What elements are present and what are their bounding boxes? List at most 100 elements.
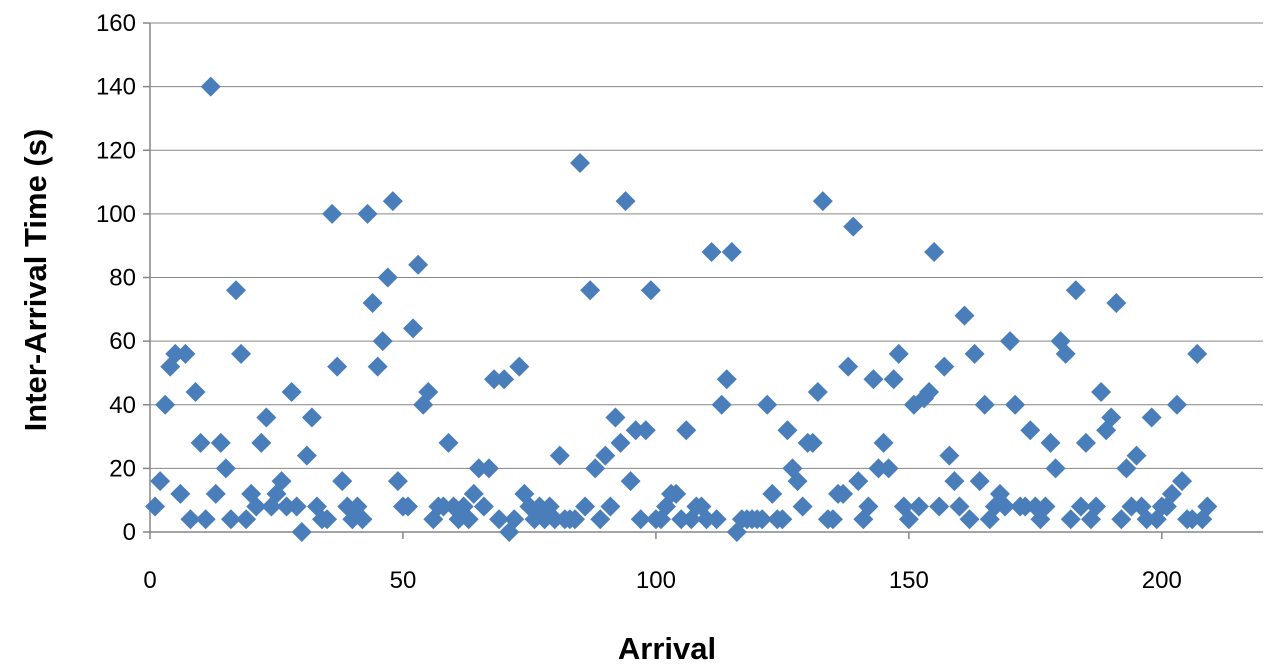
data-point (327, 356, 348, 377)
data-point (220, 509, 241, 530)
data-point (165, 343, 186, 364)
data-point (1161, 483, 1182, 504)
data-point (231, 343, 252, 364)
data-point (863, 369, 884, 390)
data-point (752, 509, 773, 530)
data-point (210, 432, 231, 453)
data-point (848, 471, 869, 492)
data-point (898, 509, 919, 530)
data-point (822, 509, 843, 530)
data-point (762, 483, 783, 504)
y-tick-label: 140 (96, 74, 136, 101)
data-point (468, 458, 489, 479)
data-point (332, 471, 353, 492)
data-point (478, 458, 499, 479)
data-point (504, 509, 525, 530)
data-point (777, 420, 798, 441)
data-point (595, 445, 616, 466)
data-point (200, 76, 221, 97)
data-point (1020, 420, 1041, 441)
data-point (610, 432, 631, 453)
data-point (580, 280, 601, 301)
data-point (382, 191, 403, 212)
data-point (807, 382, 828, 403)
data-point (716, 369, 737, 390)
data-point (195, 509, 216, 530)
data-point (570, 152, 591, 173)
data-point (494, 369, 515, 390)
data-point (706, 509, 727, 530)
data-point (757, 394, 778, 415)
data-point (1106, 292, 1127, 313)
data-point (929, 496, 950, 517)
data-point (236, 509, 257, 530)
gridlines (150, 22, 1263, 469)
data-point (974, 394, 995, 415)
data-point (387, 471, 408, 492)
data-point (352, 509, 373, 530)
data-point (372, 331, 393, 352)
data-point (301, 407, 322, 428)
y-tick-label: 40 (109, 392, 136, 419)
data-point (772, 509, 793, 530)
data-point (1126, 445, 1147, 466)
data-point (721, 242, 742, 263)
data-point (666, 483, 687, 504)
data-point (205, 483, 226, 504)
data-point (843, 216, 864, 237)
data-point (251, 432, 272, 453)
data-point (1111, 509, 1132, 530)
data-point (964, 343, 985, 364)
data-point (438, 432, 459, 453)
x-tick-label: 150 (889, 567, 929, 594)
data-point (185, 382, 206, 403)
data-point (1121, 496, 1142, 517)
data-point (458, 509, 479, 530)
data-point (1035, 496, 1056, 517)
data-point (150, 471, 171, 492)
data-point (1065, 280, 1086, 301)
data-point (671, 509, 692, 530)
data-point (802, 432, 823, 453)
data-point (575, 496, 596, 517)
data-point (433, 496, 454, 517)
y-axis-ticks: 0 20 40 60 80 100 120 140 160 (96, 10, 150, 546)
y-axis-title: Inter-Arrival Time (s) (18, 129, 53, 432)
x-tick-label: 0 (143, 567, 156, 594)
x-axis-ticks: 0 50 100 150 200 (143, 532, 1182, 594)
data-point (1070, 496, 1091, 517)
data-point (1040, 432, 1061, 453)
data-point (256, 407, 277, 428)
data-point (625, 420, 646, 441)
data-point (1166, 394, 1187, 415)
data-point (1086, 496, 1107, 517)
data-point (1197, 496, 1218, 517)
data-point (615, 191, 636, 212)
data-point (934, 356, 955, 377)
data-point (367, 356, 388, 377)
x-tick-label: 200 (1142, 567, 1182, 594)
data-point (276, 496, 297, 517)
data-point (939, 445, 960, 466)
data-point (281, 382, 302, 403)
data-point (696, 509, 717, 530)
data-point (635, 420, 656, 441)
y-tick-label: 0 (123, 519, 136, 546)
data-point (1101, 407, 1122, 428)
data-point (180, 509, 201, 530)
data-point (944, 471, 965, 492)
data-point (291, 522, 312, 542)
data-point (1075, 432, 1096, 453)
x-axis-title: Arrival (618, 631, 716, 666)
data-point (1136, 509, 1157, 530)
data-point (215, 458, 236, 479)
data-point (296, 445, 317, 466)
data-point (787, 471, 808, 492)
data-point (544, 509, 565, 530)
data-point (377, 267, 398, 288)
data-point (322, 203, 343, 224)
data-point (484, 369, 505, 390)
y-tick-label: 80 (109, 265, 136, 292)
data-point (600, 496, 621, 517)
y-tick-label: 100 (96, 201, 136, 228)
